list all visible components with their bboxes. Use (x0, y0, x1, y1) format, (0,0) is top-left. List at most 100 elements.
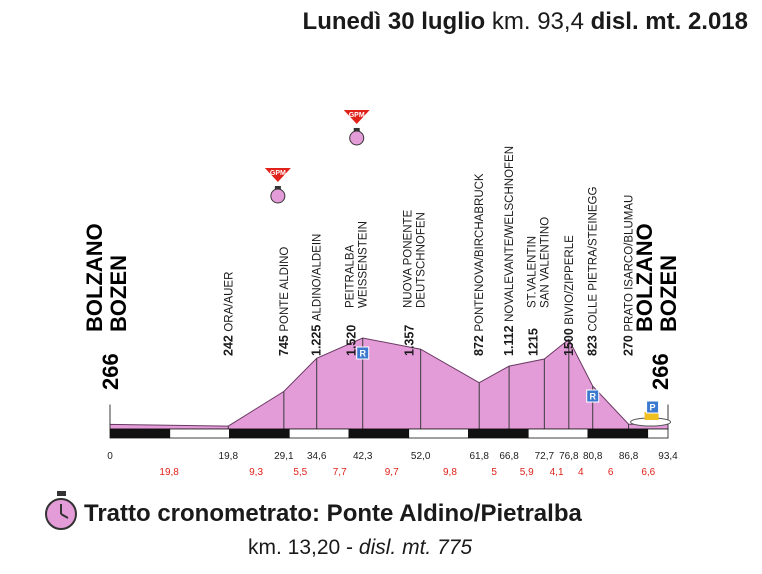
waypoint-label: 1215 ST.VALENTIN SAN VALENTINO (526, 217, 551, 356)
gpm-flag-icon (264, 168, 291, 182)
km-tick-label: 72,7 (535, 451, 555, 462)
waypoint-name: 270 PRATO ISARCO/BLUMAU (622, 195, 636, 356)
refreshment-marker (356, 346, 370, 360)
segment-distance: 7,7 (333, 467, 347, 478)
km-scale-segment (468, 428, 529, 439)
km-tick-label: 29,1 (274, 451, 294, 462)
waypoint-name: 872 PONTENOVA/BIRCHABRUCK (472, 173, 486, 356)
waypoint-name-text: PONTENOVA/BIRCHABRUCK (474, 173, 486, 332)
stopwatch-crown (274, 186, 281, 189)
waypoint-name: NUOVA PONENTE (403, 209, 415, 308)
segment-distance: 4,1 (550, 467, 564, 478)
km-scale-segment (408, 428, 469, 439)
waypoint-name-text: COLLE PIETRA/STEINEGG (588, 187, 600, 332)
segment-distance: 9,8 (443, 467, 457, 478)
km-tick-label: 76,8 (559, 451, 579, 462)
km-tick-label: 0 (107, 451, 113, 462)
km-scale-segment (527, 428, 589, 439)
waypoint-name-text: NOVALEVANTE/WELSCHNOFEN (504, 146, 516, 322)
waypoint-altitude: 1500 (562, 325, 576, 356)
waypoint-name: 1.520 (345, 325, 359, 356)
waypoint-name: 1.112 NOVALEVANTE/WELSCHNOFEN (502, 146, 516, 356)
waypoint-name: 1500 BIVIO/ZIPPERLE (562, 235, 576, 356)
waypoint-name-text: BIVIO/ZIPPERLE (564, 235, 576, 325)
waypoint-altitude: 1.520 (345, 325, 359, 356)
waypoint-label: 242 ORA/AUER (221, 272, 235, 356)
waypoint-altitude: 823 (586, 332, 600, 356)
waypoint-label: 270 PRATO ISARCO/BLUMAU (622, 195, 636, 356)
km-scale-segment (109, 428, 171, 439)
waypoint-label: 1500 BIVIO/ZIPPERLE (562, 235, 576, 356)
waypoint-name: 1215 (526, 328, 540, 356)
segment-distance: 9,3 (249, 467, 263, 478)
waypoint-label: 745 PONTE ALDINO (277, 247, 291, 356)
refreshment-marker-label: R (359, 349, 366, 359)
waypoint-label: 1.357 NUOVA PONENTE DEUTSCHNOFEN (403, 209, 428, 356)
segment-distance: 6,6 (641, 467, 655, 478)
stopwatch-crown (353, 128, 360, 131)
stage-date: Lunedì 30 luglio (302, 8, 486, 35)
waypoint-name-alt: DEUTSCHNOFEN (416, 212, 428, 308)
start-name-alt: BOZEN (106, 255, 131, 332)
waypoint-name: PEITRALBA (345, 244, 357, 308)
waypoint-altitude: 270 (622, 332, 636, 356)
stopwatch-icon (270, 188, 286, 204)
parking-marker (646, 400, 660, 414)
waypoint-altitude: 242 (221, 332, 235, 356)
time-trial-disl: disl. mt. 775 (358, 536, 473, 559)
segment-distance: 6 (608, 467, 614, 478)
km-scale-segment (229, 428, 290, 439)
refreshment-marker (586, 389, 600, 403)
waypoint-altitude: 1.357 (403, 325, 417, 356)
start-town-label: 266 BOLZANO BOZEN (82, 223, 131, 390)
elevation-profile-area (109, 337, 669, 430)
km-scale-segment (348, 428, 410, 439)
waypoint-name-text: PRATO ISARCO/BLUMAU (624, 195, 636, 332)
finish-altitude: 266 (648, 353, 673, 390)
km-tick-label: 61,8 (469, 451, 489, 462)
time-trial-km: km. 13,20 (248, 536, 341, 559)
km-scale-segment (587, 428, 649, 439)
waypoint-altitude: 745 (277, 332, 291, 356)
waypoint-label: 1.520 PEITRALBA WEISSENSTEIN (345, 221, 370, 356)
start-name: BOLZANO (82, 223, 107, 332)
stage-elevation-gain: disl. mt. 2.018 (590, 8, 748, 35)
km-tick-label: 66,8 (499, 451, 519, 462)
time-trial-separator: - (340, 536, 359, 559)
waypoint-name-text: ALDINO/ALDEIN (312, 234, 324, 322)
gpm-flag-icon (343, 110, 370, 124)
finish-town-label: 266 BOLZANO BOZEN (632, 223, 681, 390)
km-tick-label: 19,8 (219, 451, 239, 462)
start-altitude: 266 (98, 353, 123, 390)
km-scale-segment (288, 428, 350, 439)
waypoint-name-alt: SAN VALENTINO (539, 217, 551, 308)
waypoint-name: 1.357 (403, 325, 417, 356)
segment-distance: 4 (578, 467, 584, 478)
waypoint-name-text: ORA/AUER (223, 272, 235, 332)
segment-distance: 5,5 (293, 467, 307, 478)
gpm-label: GPM (270, 170, 286, 177)
waypoint-name: 242 ORA/AUER (221, 272, 235, 356)
stopwatch-icon (45, 491, 77, 530)
waypoint-altitude: 872 (472, 332, 486, 356)
waypoint-altitude: 1.112 (502, 322, 516, 356)
km-scale-segment (169, 428, 230, 439)
waypoint-altitude: 1215 (526, 328, 540, 356)
refreshment-marker-label: R (589, 392, 596, 402)
km-tick-label: 52,0 (411, 451, 431, 462)
waypoint-name-alt: WEISSENSTEIN (358, 221, 370, 308)
food-icon (644, 412, 659, 420)
km-scale-segment (647, 428, 669, 439)
segment-distance: 5,9 (520, 467, 534, 478)
parking-marker-label: P (650, 403, 656, 413)
waypoint-name: 745 PONTE ALDINO (277, 247, 291, 356)
km-tick-label: 42,3 (353, 451, 373, 462)
finish-name: BOLZANO (632, 223, 657, 332)
waypoint-label: 1.225 ALDINO/ALDEIN (310, 234, 324, 356)
km-tick-label: 93,4 (658, 451, 678, 462)
gpm-label: GPM (349, 112, 365, 119)
km-tick-label: 80,8 (583, 451, 603, 462)
waypoint-name-text: PONTE ALDINO (279, 247, 291, 332)
stage-distance: km. 93,4 (491, 8, 584, 35)
